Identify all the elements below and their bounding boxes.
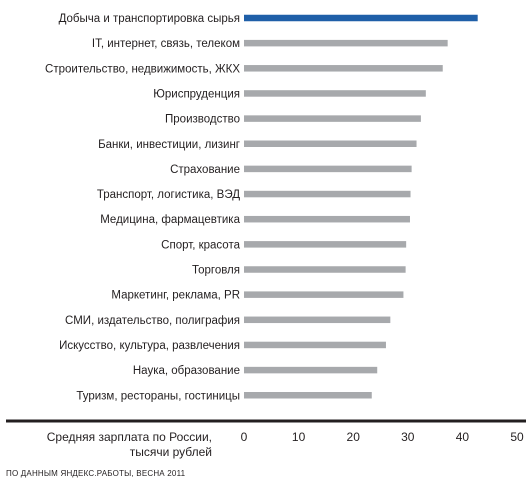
category-label-12: СМИ, издательство, полиграфия <box>65 315 240 327</box>
category-label-5: Банки, инвестиции, лизинг <box>98 139 240 151</box>
bar-2 <box>244 65 443 72</box>
bar-5 <box>244 140 417 147</box>
x-tick-label-20: 20 <box>347 430 361 444</box>
x-axis-title-line-2: тысячи рублей <box>130 445 212 459</box>
category-label-6: Страхование <box>170 164 240 176</box>
category-label-10: Торговля <box>192 265 240 277</box>
category-label-8: Медицина, фармацевтика <box>100 214 240 226</box>
bar-12 <box>244 316 391 324</box>
x-tick-label-0: 0 <box>241 430 248 444</box>
bar-4 <box>244 115 421 122</box>
bar-14 <box>244 366 378 374</box>
category-label-9: Спорт, красота <box>161 239 240 251</box>
bar-8 <box>244 215 410 223</box>
category-label-7: Транспорт, логистика, ВЭД <box>97 189 240 201</box>
category-label-1: IT, интернет, связь, телеком <box>92 38 240 50</box>
x-tick-label-10: 10 <box>292 430 306 444</box>
bar-9 <box>244 241 407 248</box>
x-tick-labels: 0 10 20 30 40 50 <box>241 430 524 444</box>
bar-13 <box>244 341 386 349</box>
category-labels: Добыча и транспортировка сырья IT, интерн… <box>45 13 241 402</box>
x-axis-title-line-1: Средняя зарплата по России, <box>47 430 212 444</box>
bars-layer <box>244 14 478 399</box>
category-label-15: Туризм, рестораны, гостиницы <box>76 390 240 402</box>
category-label-3: Юриспруденция <box>153 88 240 100</box>
bar-3 <box>244 90 426 97</box>
category-label-4: Производство <box>165 114 240 126</box>
category-label-2: Строительство, недвижимость, ЖКХ <box>45 63 240 75</box>
bar-15 <box>244 392 372 399</box>
x-tick-label-40: 40 <box>456 430 470 444</box>
bar-7 <box>244 190 411 198</box>
bar-11 <box>244 291 404 298</box>
category-label-11: Маркетинг, реклама, PR <box>111 290 240 302</box>
x-tick-label-30: 30 <box>401 430 415 444</box>
source-note: ПО ДАННЫМ ЯНДЕКС.РАБОТЫ, ВЕСНА 2011 <box>6 469 186 478</box>
category-label-13: Искусство, культура, развлечения <box>59 340 240 352</box>
bar-1 <box>244 39 448 47</box>
bar-10 <box>244 266 406 273</box>
category-label-14: Наука, образование <box>133 365 240 377</box>
x-tick-label-50: 50 <box>510 430 524 444</box>
category-label-0: Добыча и транспортировка сырья <box>59 13 240 25</box>
bar-0 <box>244 14 478 22</box>
bar-6 <box>244 165 412 173</box>
